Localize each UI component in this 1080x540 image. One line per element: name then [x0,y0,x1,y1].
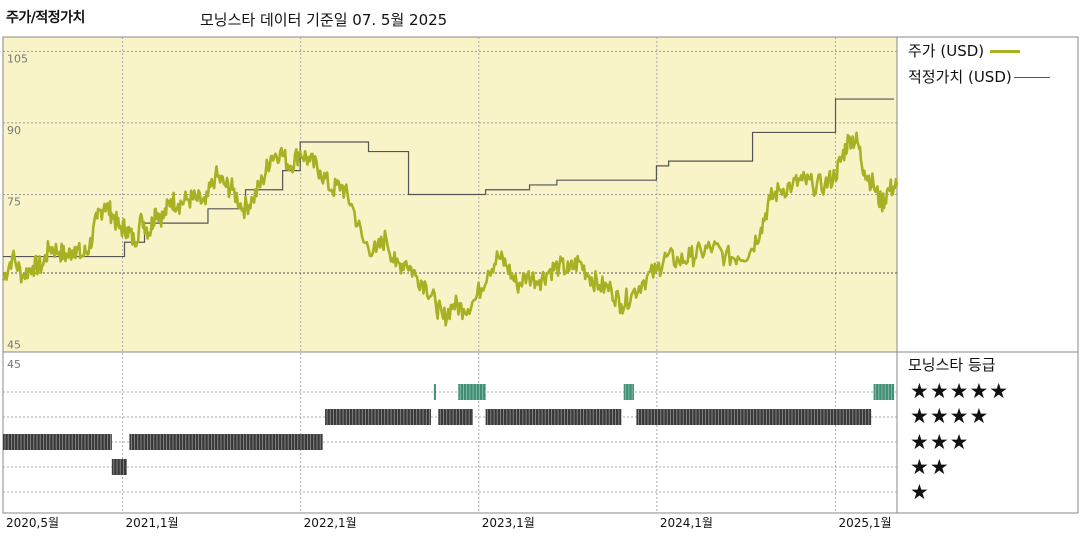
legend-price: 주가 (USD) [908,40,1021,61]
rating-title: 모닝스타 등급 [908,356,996,374]
rating-bar-3-star [3,434,112,450]
chart-title: 주가/적정가치 [6,10,85,26]
y-tick-label: 45 [7,339,21,352]
x-tick-label: 2025,1월 [839,516,892,530]
rating-bar-5-star [873,384,895,400]
y-tick-label: 105 [7,52,28,65]
legend-price-label: 주가 (USD) [908,42,985,60]
rating-level-5: ★★★★★ [910,379,1010,403]
legend-fair-value: 적정가치 (USD) [908,66,1050,87]
rating-legend-panel [896,351,1079,514]
rating-level-2: ★★ [910,455,950,479]
rating-bar-5-star [458,384,486,400]
rating-bar-4-star [438,409,473,425]
rating-axis-label: 45 [7,358,21,371]
legend-price-swatch [990,50,1021,53]
rating-bar-3-star [129,434,323,450]
x-tick-label: 2020,5월 [6,516,59,530]
data-source-label: 모닝스타 데이터 기준일 07. 5월 2025 [200,11,448,29]
legend-fair-value-label: 적정가치 (USD) [908,68,1012,86]
rating-level-3: ★★★ [910,430,970,454]
rating-bar-4-star [636,409,872,425]
x-tick-label: 2021,1월 [126,516,179,530]
x-tick-label: 2022,1월 [304,516,357,530]
rating-bar-5-star [623,384,634,400]
y-tick-label: 90 [7,124,21,137]
x-tick-label: 2024,1월 [660,516,713,530]
legend-fair-value-swatch [1013,77,1050,78]
price-line [1,131,899,327]
rating-level-1: ★ [910,480,930,504]
fair-value-line [3,98,895,258]
x-tick-label: 2023,1월 [482,516,535,530]
rating-bar-4-star [485,409,622,425]
rating-bar-5-star [433,384,436,400]
y-tick-label: 75 [7,196,21,209]
rating-bar-2-star [111,459,127,475]
rating-panel [2,351,898,514]
rating-bar-4-star [325,409,431,425]
rating-level-4: ★★★★ [910,404,990,428]
